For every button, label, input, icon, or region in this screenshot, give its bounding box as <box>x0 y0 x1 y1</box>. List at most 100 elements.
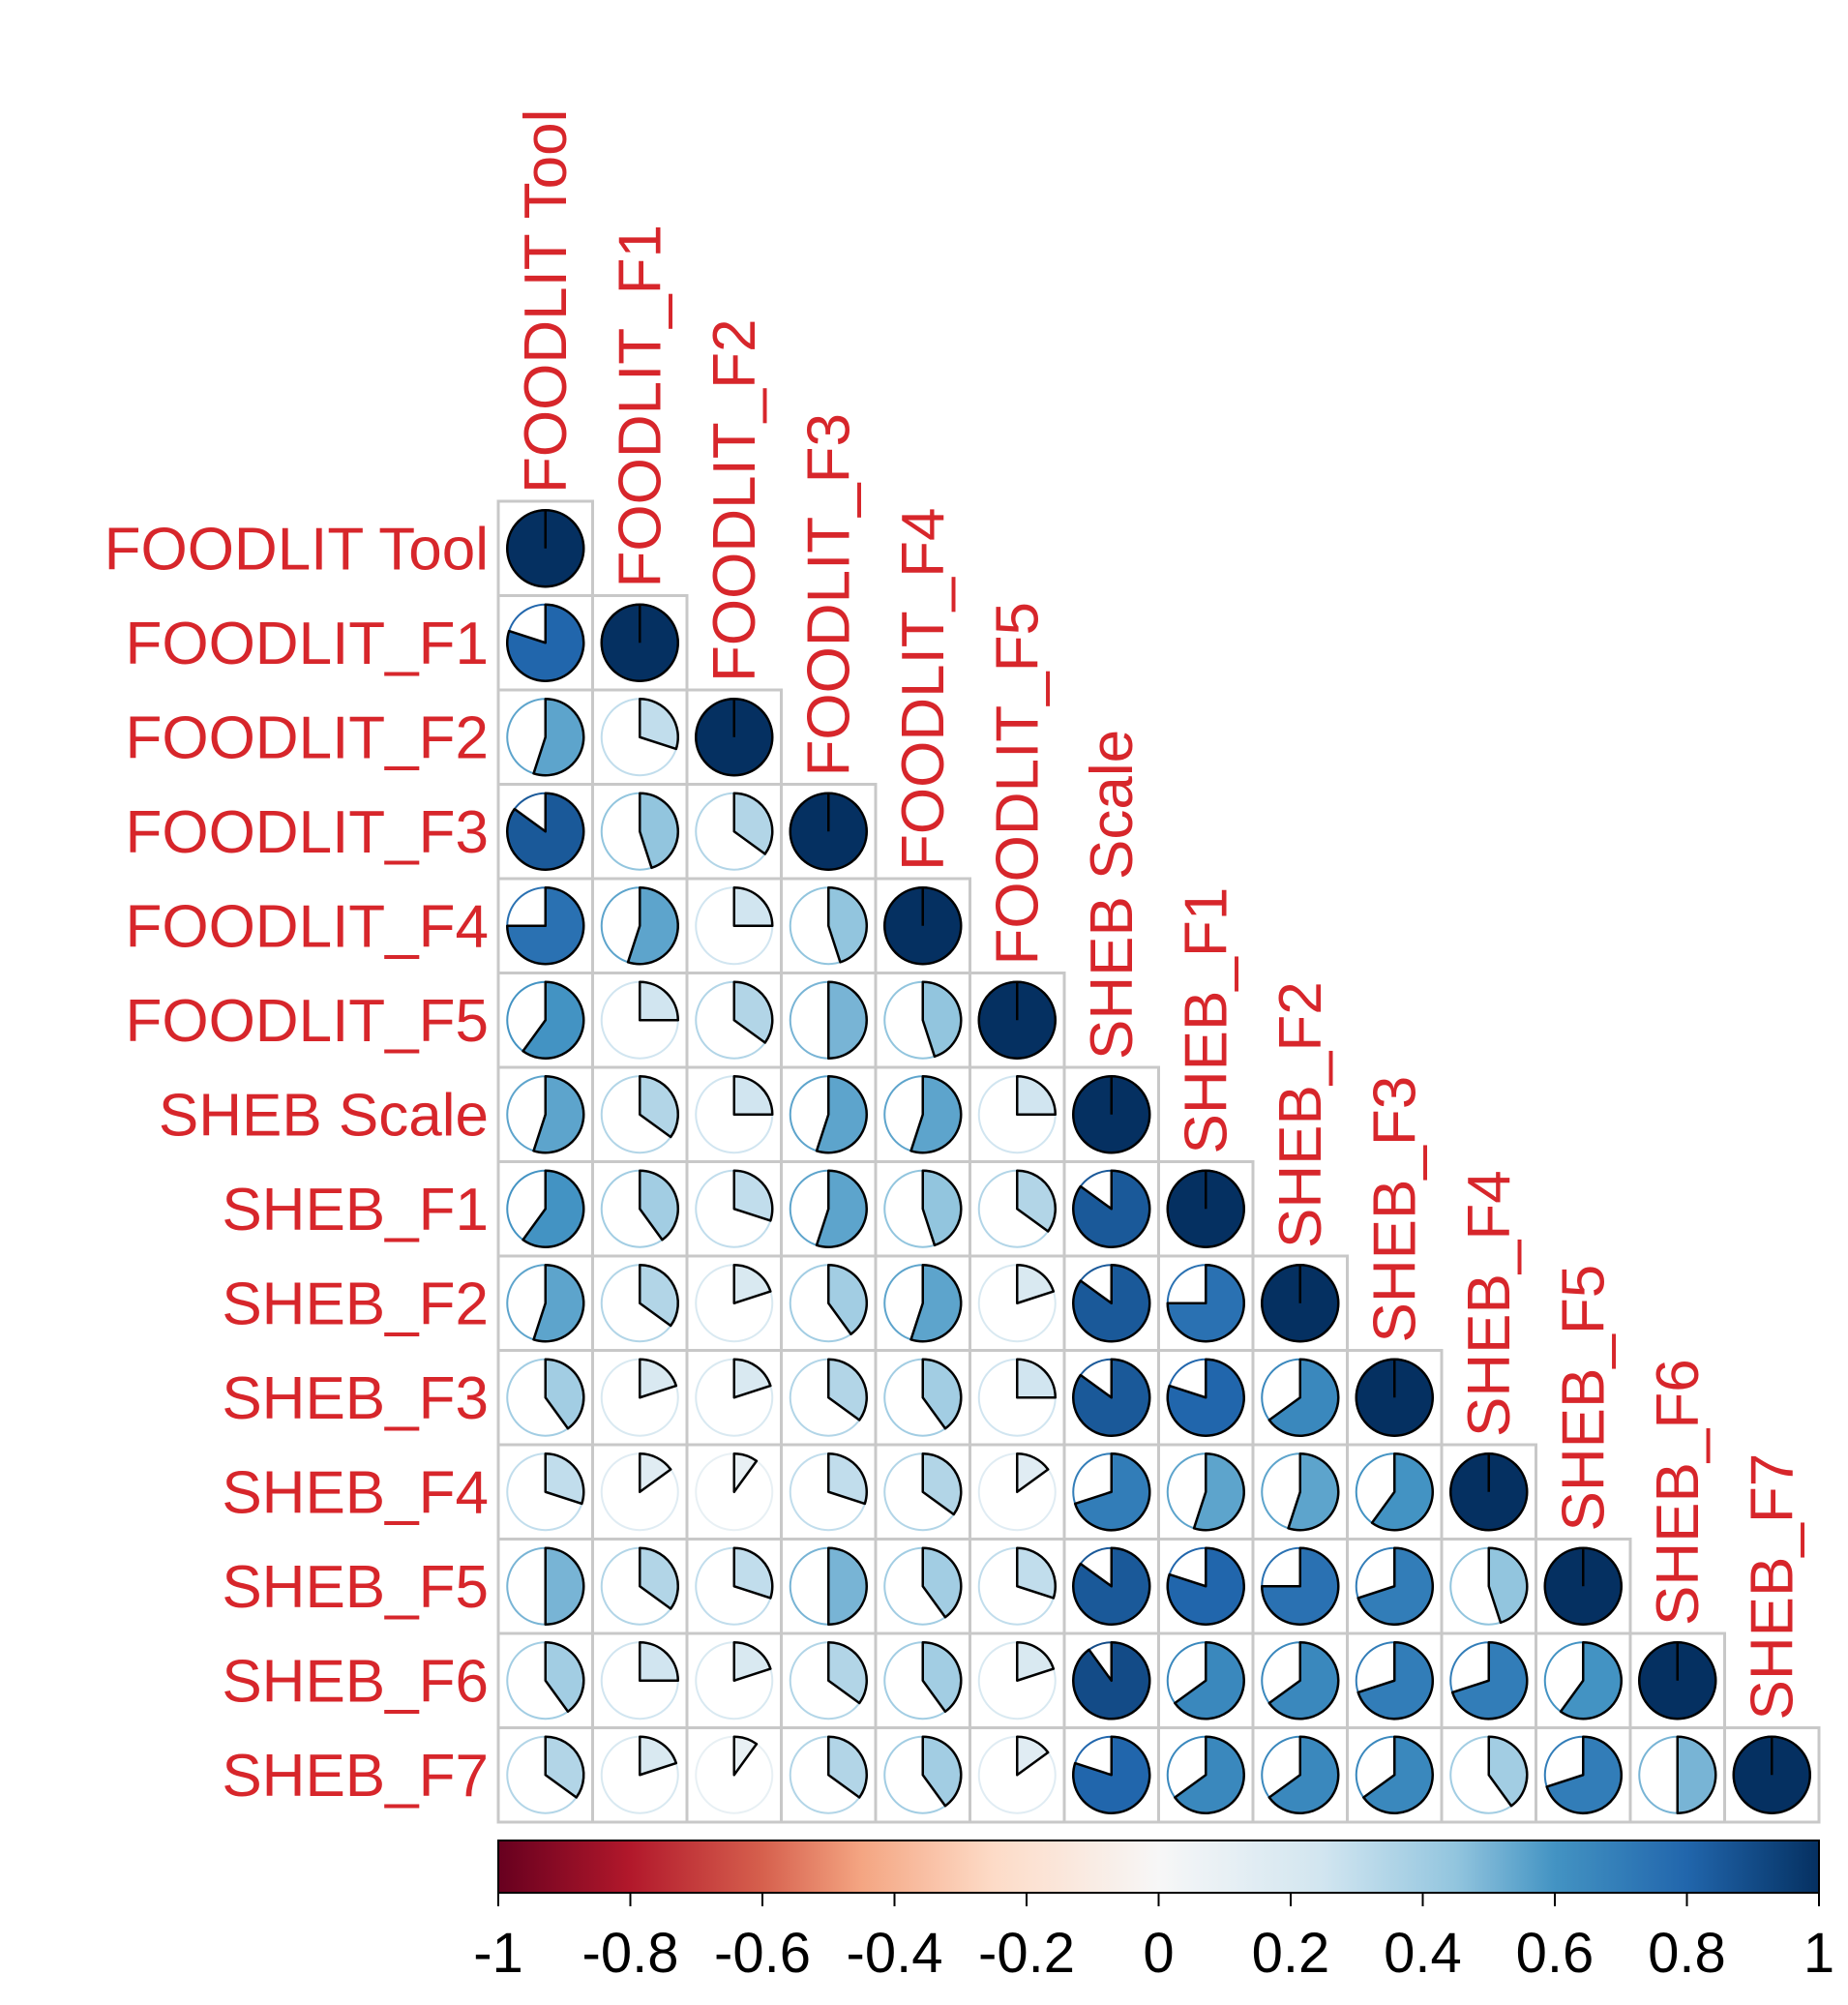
row-label-sheb-f7: SHEB_F7 <box>222 1743 489 1810</box>
pie-sheb-f5-foodlit-f1 <box>600 1546 679 1626</box>
col-label-sheb-f2: SHEB_F2 <box>1267 981 1334 1248</box>
pie-sheb-f6-foodlit-f2 <box>695 1641 774 1721</box>
pie-sheb-f7-sheb-f2 <box>1261 1735 1340 1814</box>
pie-foodlit-f1-foodlit-f1 <box>600 603 679 682</box>
pie-sheb-f1-foodlit-f4 <box>883 1169 963 1248</box>
pie-foodlit-f5-foodlit-f2 <box>695 980 774 1060</box>
pie-sheb-f5-sheb-f1 <box>1166 1546 1245 1626</box>
pie-foodlit-f5-foodlit-f1 <box>600 980 679 1060</box>
pie-sheb-f2-sheb-f2 <box>1261 1264 1340 1343</box>
pie-sheb-f5-foodlit-f2 <box>695 1546 774 1626</box>
color-tick-label: 0.2 <box>1252 1922 1330 1985</box>
pie-sheb-f2-sheb-scale <box>1072 1264 1151 1343</box>
pie-sheb-f3-foodlit-tool <box>506 1358 585 1437</box>
pie-sheb-f4-sheb-f1 <box>1166 1452 1245 1532</box>
pie-foodlit-f5-foodlit-tool <box>506 980 585 1060</box>
pie-sheb-f7-foodlit-f2 <box>695 1735 774 1814</box>
pie-sheb-f4-foodlit-f5 <box>977 1452 1057 1532</box>
color-tick-label: -0.2 <box>978 1922 1075 1985</box>
pie-sheb-scale-sheb-scale <box>1072 1075 1151 1154</box>
color-tick-label: 1 <box>1803 1922 1834 1985</box>
color-tick-label: 0 <box>1143 1922 1174 1985</box>
pie-foodlit-f3-foodlit-f2 <box>695 792 774 871</box>
pie-sheb-f1-sheb-scale <box>1072 1169 1151 1248</box>
row-label-foodlit-f1: FOODLIT_F1 <box>125 611 489 677</box>
pie-sheb-f3-foodlit-f3 <box>789 1358 868 1437</box>
pie-sheb-f6-foodlit-f5 <box>977 1641 1057 1721</box>
color-bar <box>497 1840 1820 1894</box>
pie-sheb-f3-sheb-f3 <box>1355 1358 1434 1437</box>
row-label-sheb-f6: SHEB_F6 <box>222 1648 489 1715</box>
pie-sheb-f7-sheb-f5 <box>1543 1735 1623 1814</box>
color-tick-label: -0.4 <box>847 1922 943 1985</box>
pie-foodlit-f5-foodlit-f4 <box>883 980 963 1060</box>
row-label-foodlit-f3: FOODLIT_F3 <box>125 799 489 866</box>
pie-sheb-f1-foodlit-f3 <box>789 1169 868 1248</box>
row-label-foodlit-f5: FOODLIT_F5 <box>125 988 489 1055</box>
pie-foodlit-f4-foodlit-f3 <box>789 886 868 966</box>
pie-sheb-f5-sheb-scale <box>1072 1546 1151 1626</box>
pie-sheb-f2-foodlit-tool <box>506 1264 585 1343</box>
pie-foodlit-f4-foodlit-tool <box>506 886 585 966</box>
pie-sheb-f4-foodlit-tool <box>506 1452 585 1532</box>
pie-sheb-f3-foodlit-f2 <box>695 1358 774 1437</box>
color-tick-label: 0.8 <box>1648 1922 1726 1985</box>
color-tick-label: 0.4 <box>1384 1922 1462 1985</box>
pie-sheb-f4-sheb-scale <box>1072 1452 1151 1532</box>
pie-foodlit-tool-foodlit-tool <box>506 509 585 588</box>
pie-foodlit-f4-foodlit-f1 <box>600 886 679 966</box>
pie-sheb-f6-foodlit-f4 <box>883 1641 963 1721</box>
pie-sheb-f5-sheb-f3 <box>1355 1546 1434 1626</box>
pie-sheb-f2-foodlit-f1 <box>600 1264 679 1343</box>
pie-sheb-f6-foodlit-tool <box>506 1641 585 1721</box>
pie-sheb-f4-foodlit-f1 <box>600 1452 679 1532</box>
color-tick-label: -0.6 <box>714 1922 811 1985</box>
col-label-foodlit-f2: FOODLIT_F2 <box>701 318 768 682</box>
pie-sheb-f4-sheb-f3 <box>1355 1452 1434 1532</box>
pie-sheb-f3-sheb-f2 <box>1261 1358 1340 1437</box>
matrix-cells <box>496 499 1821 1824</box>
pie-sheb-f7-foodlit-f1 <box>600 1735 679 1814</box>
col-label-sheb-f5: SHEB_F5 <box>1550 1265 1617 1532</box>
pie-sheb-f4-foodlit-f4 <box>883 1452 963 1532</box>
row-labels: FOODLIT Tool FOODLIT_F1 FOODLIT_F2 FOODLIT_… <box>104 516 489 1810</box>
pie-foodlit-f3-foodlit-tool <box>506 792 585 871</box>
col-label-sheb-f4: SHEB_F4 <box>1456 1170 1523 1437</box>
pie-sheb-f3-foodlit-f1 <box>600 1358 679 1437</box>
pie-sheb-f7-sheb-f3 <box>1355 1735 1434 1814</box>
pie-foodlit-f4-foodlit-f2 <box>695 886 774 966</box>
pie-sheb-f5-foodlit-tool <box>506 1546 585 1626</box>
pie-sheb-f6-sheb-f2 <box>1261 1641 1340 1721</box>
pie-sheb-f1-foodlit-f2 <box>695 1169 774 1248</box>
pie-sheb-f5-foodlit-f3 <box>789 1546 868 1626</box>
pie-sheb-f4-foodlit-f2 <box>695 1452 774 1532</box>
pie-foodlit-f5-foodlit-f5 <box>977 980 1057 1060</box>
pie-sheb-f2-foodlit-f3 <box>789 1264 869 1343</box>
col-label-foodlit-f1: FOODLIT_F1 <box>607 224 673 588</box>
pie-sheb-f4-sheb-f2 <box>1261 1452 1340 1532</box>
pie-sheb-f1-foodlit-tool <box>506 1169 585 1248</box>
color-tick-label: -0.8 <box>582 1922 679 1985</box>
pie-sheb-f7-sheb-scale <box>1072 1735 1151 1814</box>
pie-sheb-scale-foodlit-f2 <box>695 1075 774 1154</box>
color-tick-label: 0.6 <box>1516 1922 1595 1985</box>
pie-sheb-f6-sheb-f5 <box>1543 1641 1623 1721</box>
pie-sheb-f2-sheb-f1 <box>1166 1264 1245 1343</box>
pie-sheb-f5-sheb-f4 <box>1449 1546 1529 1626</box>
pie-sheb-f5-foodlit-f5 <box>977 1546 1057 1626</box>
pie-sheb-f7-foodlit-f3 <box>789 1735 868 1814</box>
col-label-sheb-f3: SHEB_F3 <box>1361 1076 1428 1343</box>
col-label-foodlit-f5: FOODLIT_F5 <box>984 602 1051 966</box>
row-label-sheb-f1: SHEB_F1 <box>222 1177 489 1243</box>
row-label-sheb-f4: SHEB_F4 <box>222 1459 489 1526</box>
pie-sheb-f7-sheb-f6 <box>1638 1735 1717 1814</box>
pie-foodlit-f2-foodlit-f1 <box>600 698 679 777</box>
row-label-sheb-f5: SHEB_F5 <box>222 1554 489 1621</box>
col-label-sheb-f7: SHEB_F7 <box>1739 1453 1805 1721</box>
pie-sheb-scale-foodlit-f3 <box>789 1075 868 1154</box>
pie-sheb-scale-foodlit-f5 <box>977 1075 1057 1154</box>
pie-foodlit-f1-foodlit-tool <box>506 603 585 682</box>
pie-foodlit-f3-foodlit-f1 <box>600 792 679 871</box>
row-label-sheb-f3: SHEB_F3 <box>222 1365 489 1432</box>
